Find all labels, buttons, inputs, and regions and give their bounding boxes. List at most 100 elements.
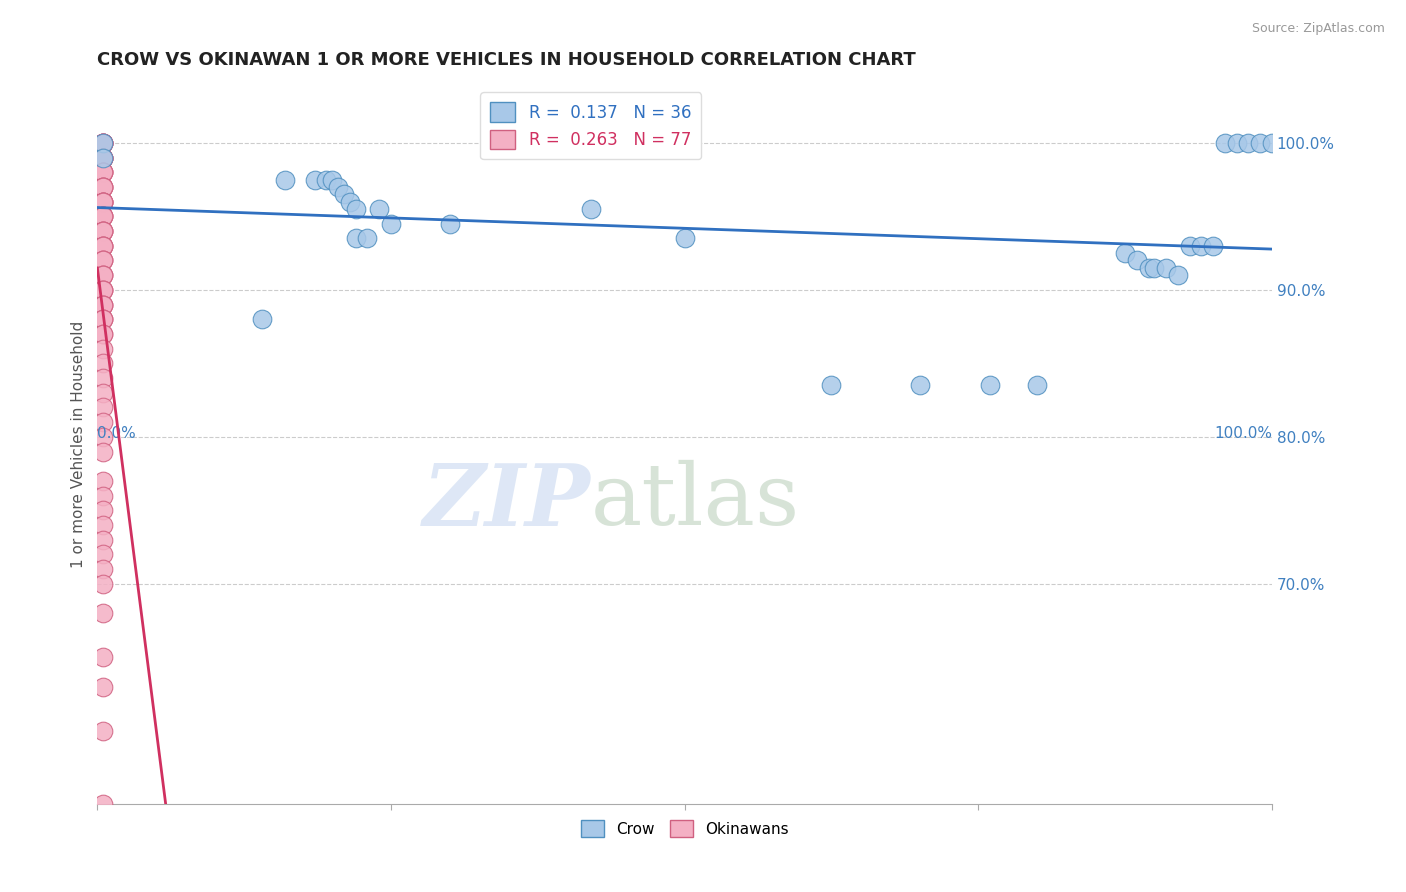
Point — [91, 297, 114, 311]
Point — [439, 217, 461, 231]
Point — [91, 503, 114, 517]
Point — [91, 356, 114, 370]
Point — [91, 430, 114, 444]
Point — [579, 202, 602, 216]
Point — [304, 172, 326, 186]
Text: CROW VS OKINAWAN 1 OR MORE VEHICLES IN HOUSEHOLD CORRELATION CHART: CROW VS OKINAWAN 1 OR MORE VEHICLES IN H… — [97, 51, 917, 69]
Point — [91, 297, 114, 311]
Point — [91, 489, 114, 503]
Point — [91, 342, 114, 356]
Point — [91, 210, 114, 224]
Point — [321, 172, 343, 186]
Text: ZIP: ZIP — [423, 460, 591, 543]
Point — [91, 548, 114, 562]
Point — [91, 415, 114, 429]
Point — [91, 224, 114, 238]
Point — [91, 194, 114, 209]
Point — [91, 606, 114, 620]
Point — [91, 151, 114, 165]
Point — [91, 180, 114, 194]
Point — [91, 239, 114, 253]
Point — [326, 180, 349, 194]
Point — [91, 297, 114, 311]
Point — [1213, 136, 1236, 150]
Point — [91, 385, 114, 400]
Point — [1143, 260, 1166, 275]
Point — [91, 650, 114, 665]
Point — [979, 378, 1001, 392]
Point — [1237, 136, 1260, 150]
Point — [1249, 136, 1271, 150]
Point — [91, 210, 114, 224]
Point — [344, 231, 367, 245]
Point — [339, 194, 361, 209]
Point — [91, 136, 114, 150]
Point — [91, 533, 114, 547]
Point — [91, 151, 114, 165]
Point — [91, 136, 114, 150]
Point — [1167, 268, 1189, 283]
Point — [315, 172, 337, 186]
Point — [91, 210, 114, 224]
Point — [91, 723, 114, 738]
Point — [91, 180, 114, 194]
Point — [91, 165, 114, 179]
Point — [91, 136, 114, 150]
Point — [91, 253, 114, 268]
Point — [673, 231, 696, 245]
Point — [91, 268, 114, 283]
Point — [91, 136, 114, 150]
Point — [91, 312, 114, 326]
Point — [91, 180, 114, 194]
Point — [91, 194, 114, 209]
Point — [91, 871, 114, 885]
Point — [908, 378, 931, 392]
Point — [368, 202, 391, 216]
Point — [333, 187, 356, 202]
Point — [91, 797, 114, 812]
Point — [91, 518, 114, 533]
Point — [1026, 378, 1049, 392]
Point — [91, 239, 114, 253]
Point — [1261, 136, 1284, 150]
Point — [91, 312, 114, 326]
Point — [91, 401, 114, 415]
Point — [91, 224, 114, 238]
Point — [91, 165, 114, 179]
Point — [91, 151, 114, 165]
Point — [1189, 239, 1212, 253]
Point — [356, 231, 378, 245]
Point — [91, 283, 114, 297]
Point — [91, 268, 114, 283]
Point — [820, 378, 842, 392]
Point — [91, 326, 114, 341]
Point — [91, 253, 114, 268]
Point — [91, 136, 114, 150]
Point — [91, 577, 114, 591]
Point — [91, 151, 114, 165]
Text: Source: ZipAtlas.com: Source: ZipAtlas.com — [1251, 22, 1385, 36]
Text: 0.0%: 0.0% — [97, 426, 136, 442]
Point — [91, 283, 114, 297]
Point — [91, 326, 114, 341]
Point — [91, 165, 114, 179]
Point — [91, 180, 114, 194]
Point — [91, 562, 114, 576]
Point — [91, 224, 114, 238]
Text: atlas: atlas — [591, 460, 800, 543]
Point — [91, 224, 114, 238]
Point — [91, 165, 114, 179]
Point — [91, 474, 114, 488]
Point — [91, 312, 114, 326]
Point — [91, 253, 114, 268]
Legend: Crow, Okinawans: Crow, Okinawans — [575, 814, 794, 844]
Point — [91, 239, 114, 253]
Point — [91, 283, 114, 297]
Y-axis label: 1 or more Vehicles in Household: 1 or more Vehicles in Household — [72, 320, 86, 568]
Point — [91, 194, 114, 209]
Point — [91, 210, 114, 224]
Point — [1202, 239, 1225, 253]
Point — [380, 217, 402, 231]
Point — [1126, 253, 1149, 268]
Point — [91, 239, 114, 253]
